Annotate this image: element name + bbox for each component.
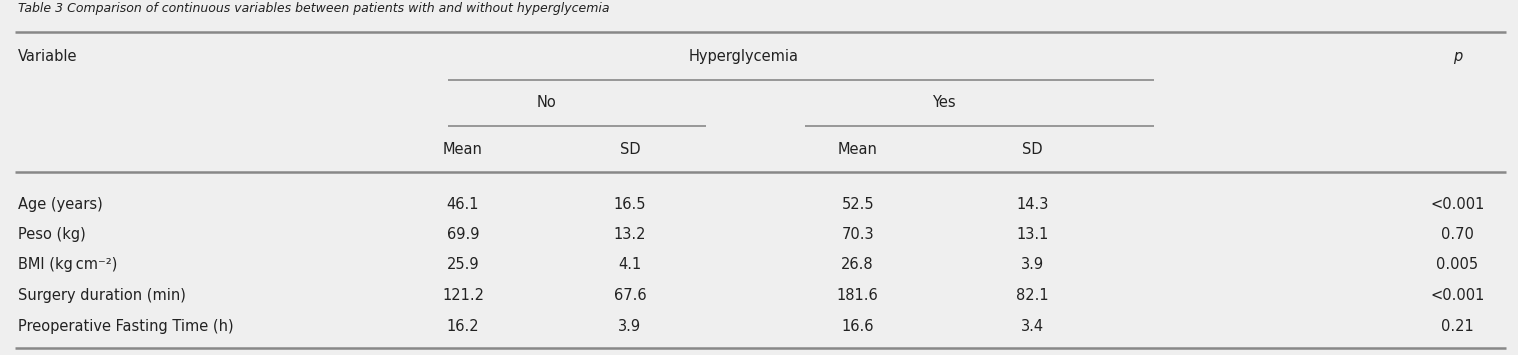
Text: SD: SD [619, 142, 641, 157]
Text: 4.1: 4.1 [618, 257, 642, 272]
Text: p: p [1453, 49, 1462, 64]
Text: Mean: Mean [443, 142, 483, 157]
Text: 0.21: 0.21 [1441, 319, 1474, 334]
Text: 46.1: 46.1 [446, 197, 480, 212]
Text: Age (years): Age (years) [18, 197, 103, 212]
Text: <0.001: <0.001 [1430, 197, 1485, 212]
Text: 25.9: 25.9 [446, 257, 480, 272]
Text: 67.6: 67.6 [613, 288, 647, 303]
Text: 14.3: 14.3 [1016, 197, 1049, 212]
Text: 3.9: 3.9 [1020, 257, 1044, 272]
Text: Variable: Variable [18, 49, 77, 64]
Text: Yes: Yes [932, 95, 956, 110]
Text: 26.8: 26.8 [841, 257, 874, 272]
Text: 0.70: 0.70 [1441, 227, 1474, 242]
Text: Preoperative Fasting Time (h): Preoperative Fasting Time (h) [18, 319, 234, 334]
Text: 0.005: 0.005 [1436, 257, 1479, 272]
Text: 82.1: 82.1 [1016, 288, 1049, 303]
Text: 69.9: 69.9 [446, 227, 480, 242]
Text: 16.2: 16.2 [446, 319, 480, 334]
Text: 181.6: 181.6 [836, 288, 879, 303]
Text: Peso (kg): Peso (kg) [18, 227, 87, 242]
Text: Mean: Mean [838, 142, 877, 157]
Text: 3.4: 3.4 [1020, 319, 1044, 334]
Text: 13.2: 13.2 [613, 227, 647, 242]
Text: SD: SD [1022, 142, 1043, 157]
Text: 3.9: 3.9 [618, 319, 642, 334]
Text: 16.6: 16.6 [841, 319, 874, 334]
Text: <0.001: <0.001 [1430, 288, 1485, 303]
Text: 13.1: 13.1 [1016, 227, 1049, 242]
Text: 121.2: 121.2 [442, 288, 484, 303]
Text: 16.5: 16.5 [613, 197, 647, 212]
Text: Hyperglycemia: Hyperglycemia [689, 49, 798, 64]
Text: 70.3: 70.3 [841, 227, 874, 242]
Text: BMI (kg cm⁻²): BMI (kg cm⁻²) [18, 257, 117, 272]
Text: Table 3 Comparison of continuous variables between patients with and without hyp: Table 3 Comparison of continuous variabl… [18, 2, 610, 15]
Text: 52.5: 52.5 [841, 197, 874, 212]
Text: No: No [536, 95, 557, 110]
Text: Surgery duration (min): Surgery duration (min) [18, 288, 187, 303]
